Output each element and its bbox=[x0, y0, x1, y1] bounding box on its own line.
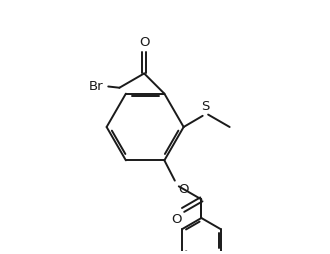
Text: O: O bbox=[178, 183, 188, 196]
Text: Br: Br bbox=[89, 80, 103, 93]
Text: O: O bbox=[171, 213, 182, 226]
Text: O: O bbox=[139, 36, 149, 49]
Text: S: S bbox=[201, 100, 209, 113]
